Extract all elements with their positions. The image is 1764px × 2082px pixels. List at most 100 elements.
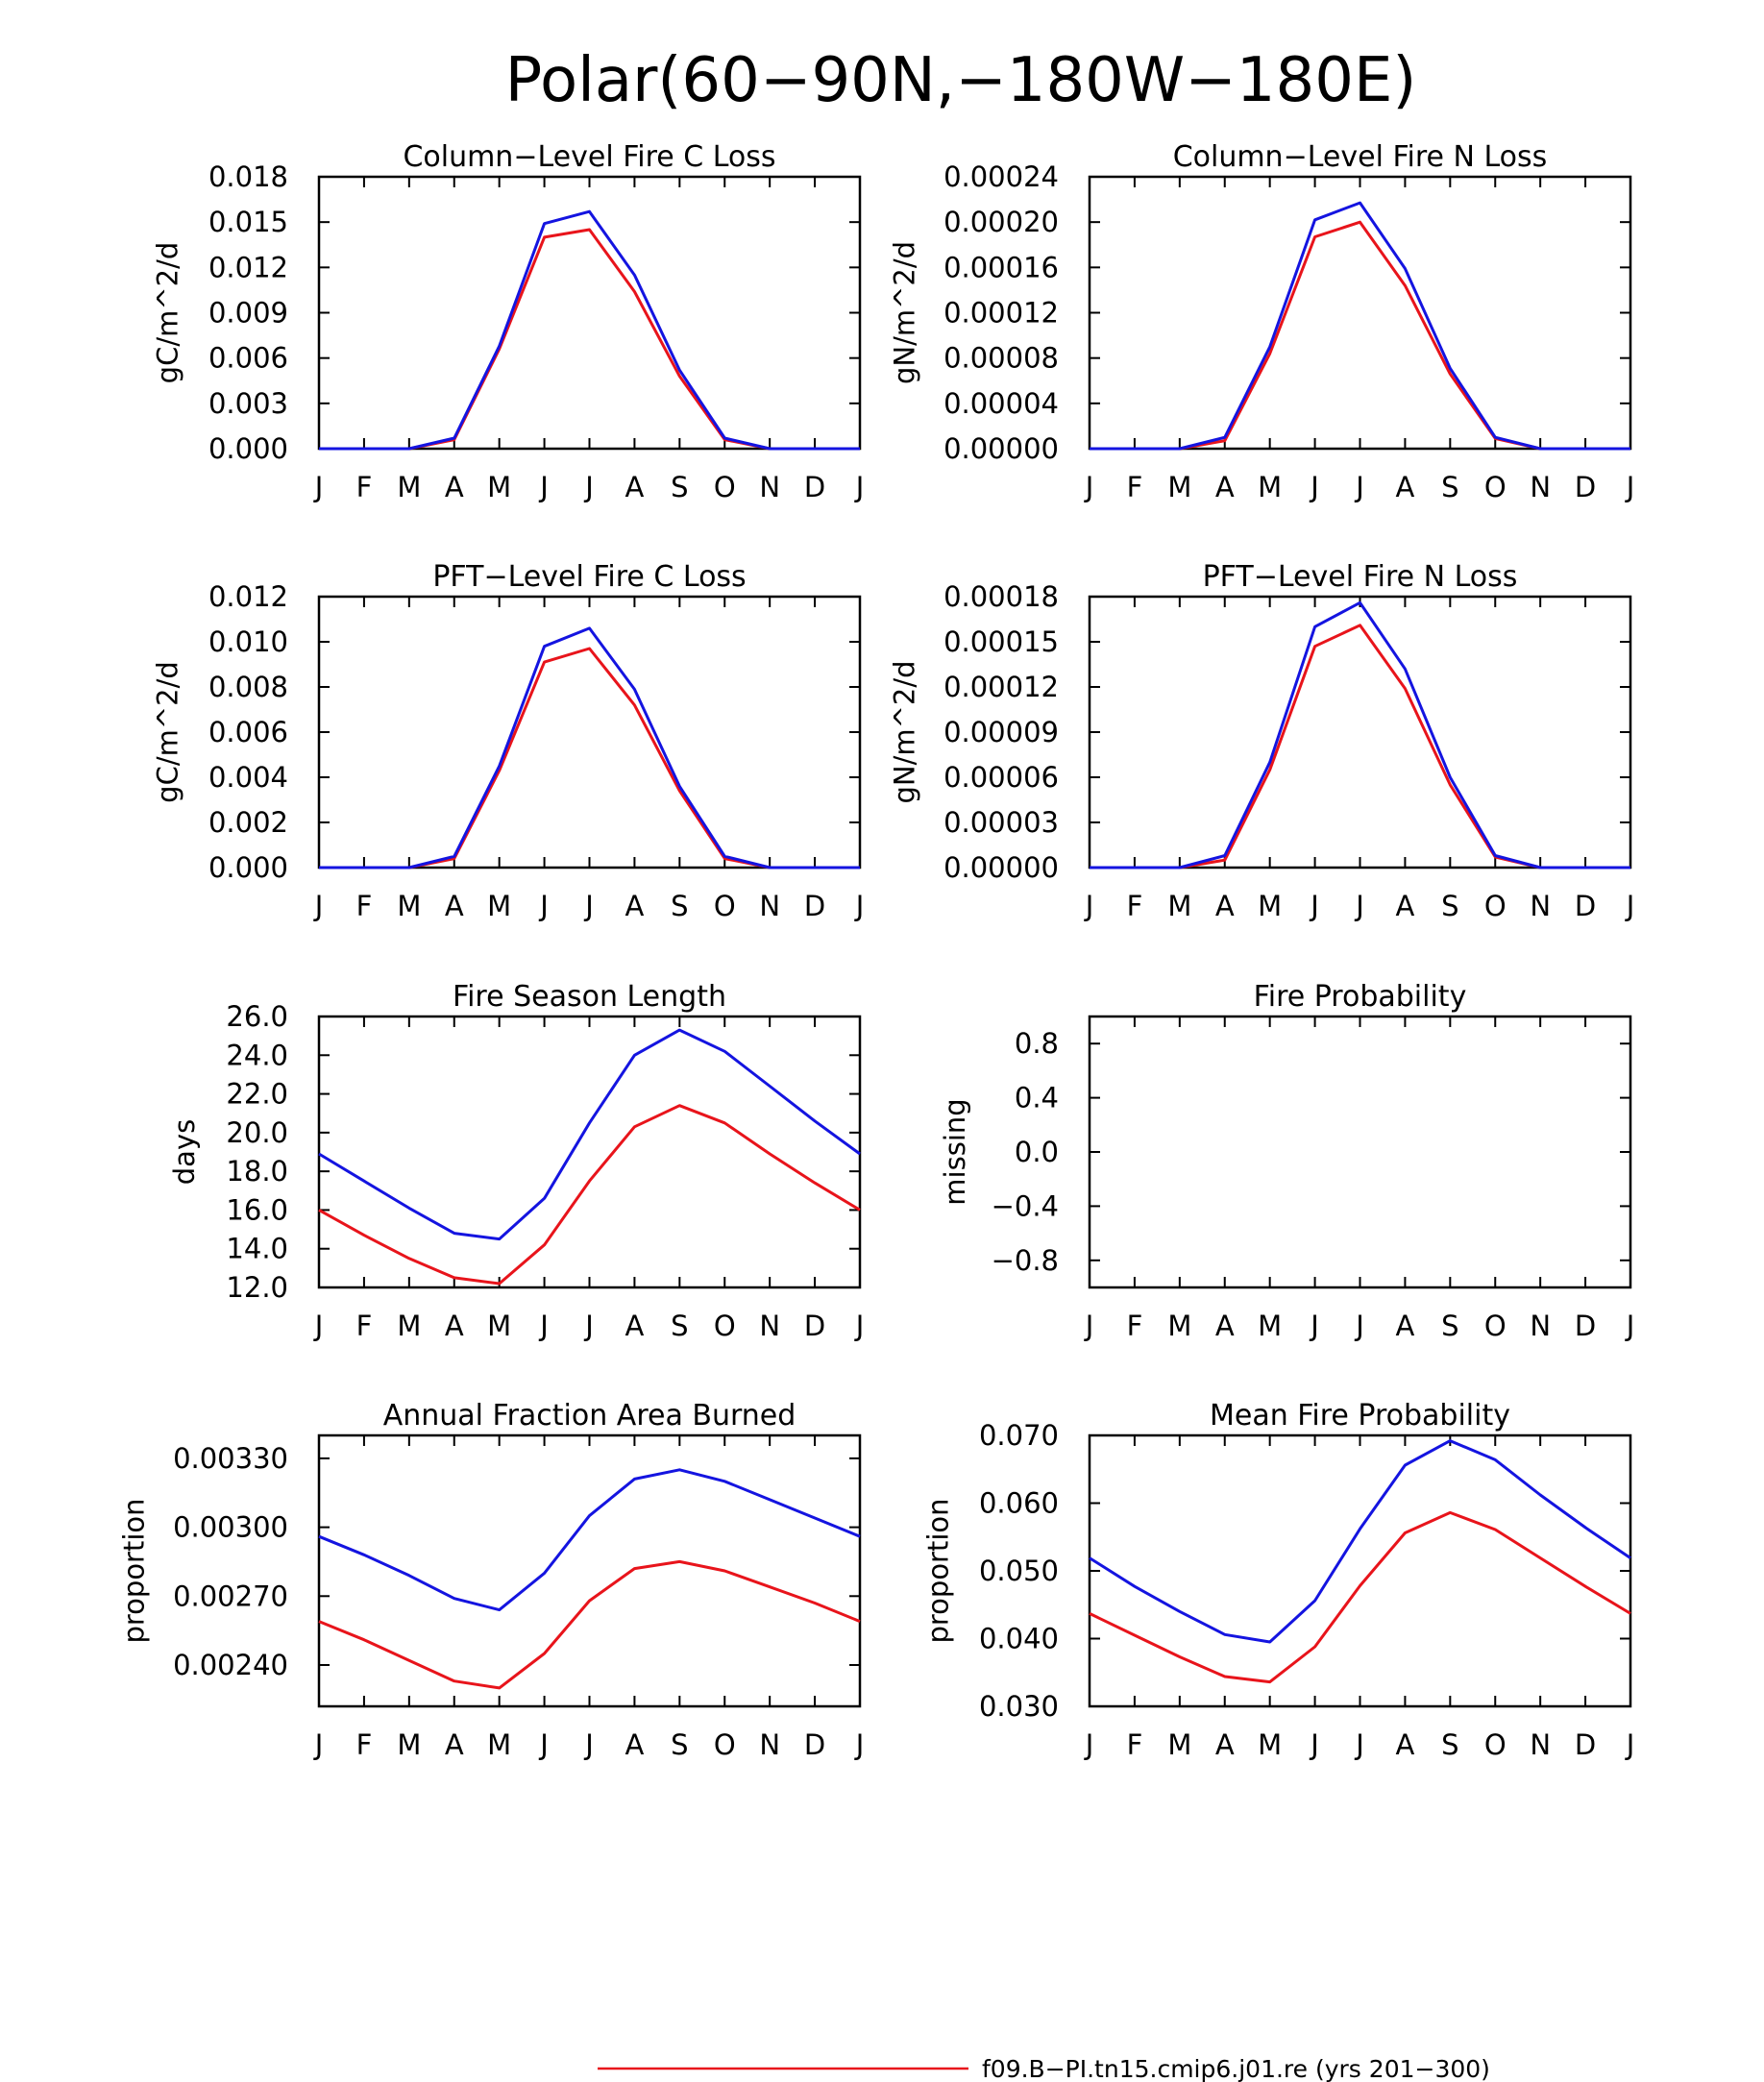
y-tick-label: 0.00012	[943, 671, 1059, 703]
y-tick-label: 0.000	[208, 432, 288, 465]
x-tick-label: M	[1258, 471, 1282, 503]
x-tick-label: A	[445, 471, 464, 503]
y-tick-label: 0.00003	[943, 806, 1059, 839]
x-tick-label: A	[1215, 471, 1235, 503]
panel-title: Annual Fraction Area Burned	[383, 1399, 796, 1433]
y-axis-label: gN/m^2/d	[889, 241, 921, 384]
y-tick-label: 0.00000	[943, 851, 1059, 884]
y-tick-label: 0.003	[208, 387, 288, 420]
series-line-1	[319, 647, 860, 870]
x-tick-label: D	[804, 471, 825, 503]
y-tick-label: 0.00012	[943, 297, 1059, 330]
y-tick-label: 0.00004	[943, 387, 1059, 420]
x-tick-label: J	[854, 1310, 865, 1342]
x-tick-label: J	[1309, 1728, 1319, 1761]
x-tick-label: J	[313, 890, 324, 922]
y-axis-label: gC/m^2/d	[152, 661, 184, 803]
y-tick-label: 0.00018	[943, 580, 1059, 613]
x-tick-label: F	[356, 890, 373, 922]
plot-frame	[317, 1015, 862, 1289]
y-axis-label: days	[168, 1119, 201, 1185]
x-tick-label: S	[1441, 471, 1458, 503]
x-tick-label: M	[397, 1728, 421, 1761]
legend: f09.B−PI.tn15.cmip6.j01.re (yrs 201−300)	[598, 2055, 1490, 2082]
plot-frame	[1088, 595, 1632, 870]
panel-column-level-fire-c-loss: J F M A M J J A S O N D J0.0000.0030.0060.0090.0120.…	[152, 140, 865, 503]
panel-annual-fraction-area-burned: J F M A M J J A S O N D J0.002400.002700.003000.0033…	[118, 1399, 865, 1761]
x-tick-label: S	[1441, 890, 1458, 922]
y-tick-label: 0.015	[208, 206, 288, 238]
x-tick-label: J	[583, 890, 594, 922]
x-tick-label: A	[445, 1310, 464, 1342]
x-tick-label: A	[625, 890, 644, 922]
y-tick-label: 14.0	[226, 1233, 288, 1265]
x-tick-label: S	[671, 1728, 688, 1761]
x-tick-label: M	[1258, 1728, 1282, 1761]
series-line-2	[1089, 1439, 1631, 1644]
x-tick-label: M	[397, 1310, 421, 1342]
y-tick-label: 0.00270	[173, 1580, 288, 1612]
x-tick-label: M	[397, 890, 421, 922]
x-tick-label: O	[1484, 471, 1507, 503]
x-tick-label: J	[538, 1310, 549, 1342]
x-tick-label: N	[759, 1728, 780, 1761]
y-tick-label: 0.8	[1015, 1027, 1059, 1060]
x-tick-label: N	[759, 890, 780, 922]
x-tick-label: M	[487, 890, 511, 922]
x-tick-label: J	[1354, 471, 1364, 503]
x-tick-label: N	[759, 1310, 780, 1342]
x-tick-label: A	[1215, 890, 1235, 922]
y-axis-label: gC/m^2/d	[152, 242, 184, 384]
y-tick-label: 20.0	[226, 1116, 288, 1149]
x-tick-label: J	[1625, 471, 1635, 503]
x-tick-label: A	[1395, 1310, 1414, 1342]
figure-title: Polar(60−90N,−180W−180E)	[505, 45, 1417, 116]
x-tick-label: J	[583, 471, 594, 503]
x-tick-label: O	[714, 1310, 736, 1342]
panel-column-level-fire-n-loss: J F M A M J J A S O N D J0.000000.000040.000080.0001…	[889, 140, 1635, 503]
x-tick-label: J	[583, 1728, 594, 1761]
x-tick-label: J	[1309, 1310, 1319, 1342]
x-tick-label: A	[445, 1728, 464, 1761]
y-tick-label: −0.4	[992, 1189, 1059, 1222]
y-tick-label: 0.00016	[943, 251, 1059, 283]
x-tick-label: O	[1484, 1728, 1507, 1761]
y-tick-label: 16.0	[226, 1193, 288, 1226]
y-tick-label: 0.040	[979, 1623, 1059, 1655]
y-tick-label: 0.0	[1015, 1136, 1059, 1168]
x-tick-label: F	[1127, 471, 1143, 503]
x-tick-label: J	[1354, 890, 1364, 922]
x-tick-label: N	[759, 471, 780, 503]
x-tick-label: J	[854, 471, 865, 503]
y-tick-label: 0.070	[979, 1419, 1059, 1452]
x-tick-label: A	[1395, 890, 1414, 922]
x-tick-label: S	[671, 1310, 688, 1342]
x-tick-label: F	[1127, 1728, 1143, 1761]
x-tick-label: N	[1530, 1310, 1551, 1342]
x-tick-label: A	[625, 1728, 644, 1761]
series-line-2	[1090, 201, 1630, 451]
x-tick-label: J	[1625, 1310, 1635, 1342]
x-tick-label: M	[1258, 1310, 1282, 1342]
x-tick-label: J	[1625, 890, 1635, 922]
x-tick-label: F	[1127, 1310, 1143, 1342]
y-tick-label: 0.00240	[173, 1649, 288, 1681]
y-tick-label: 0.00330	[173, 1442, 288, 1475]
x-tick-label: M	[487, 1310, 511, 1342]
x-tick-label: M	[1167, 1310, 1191, 1342]
x-tick-label: J	[1084, 1310, 1094, 1342]
x-tick-label: D	[1575, 1728, 1596, 1761]
x-tick-label: A	[1395, 1728, 1414, 1761]
x-tick-label: J	[538, 890, 549, 922]
y-tick-label: 0.00024	[943, 160, 1059, 193]
x-tick-label: A	[1215, 1310, 1235, 1342]
panel-title: Column−Level Fire N Loss	[1173, 140, 1548, 174]
x-tick-label: F	[356, 1310, 373, 1342]
y-tick-label: 0.000	[208, 851, 288, 884]
x-tick-label: J	[854, 1728, 865, 1761]
x-tick-label: A	[625, 471, 644, 503]
x-tick-label: A	[625, 1310, 644, 1342]
y-tick-label: 0.00000	[943, 432, 1059, 465]
x-tick-label: J	[1354, 1728, 1364, 1761]
series-line-1	[1090, 624, 1630, 870]
